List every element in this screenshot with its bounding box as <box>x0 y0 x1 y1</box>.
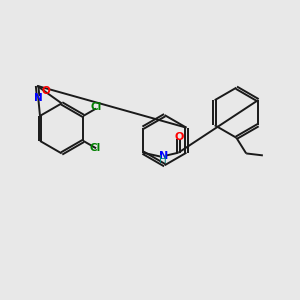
Text: Cl: Cl <box>91 102 102 112</box>
Text: Cl: Cl <box>89 143 101 153</box>
Text: H: H <box>159 155 167 165</box>
Text: N: N <box>158 151 168 161</box>
Text: O: O <box>174 132 184 142</box>
Text: O: O <box>42 86 51 96</box>
Text: N: N <box>34 92 43 103</box>
